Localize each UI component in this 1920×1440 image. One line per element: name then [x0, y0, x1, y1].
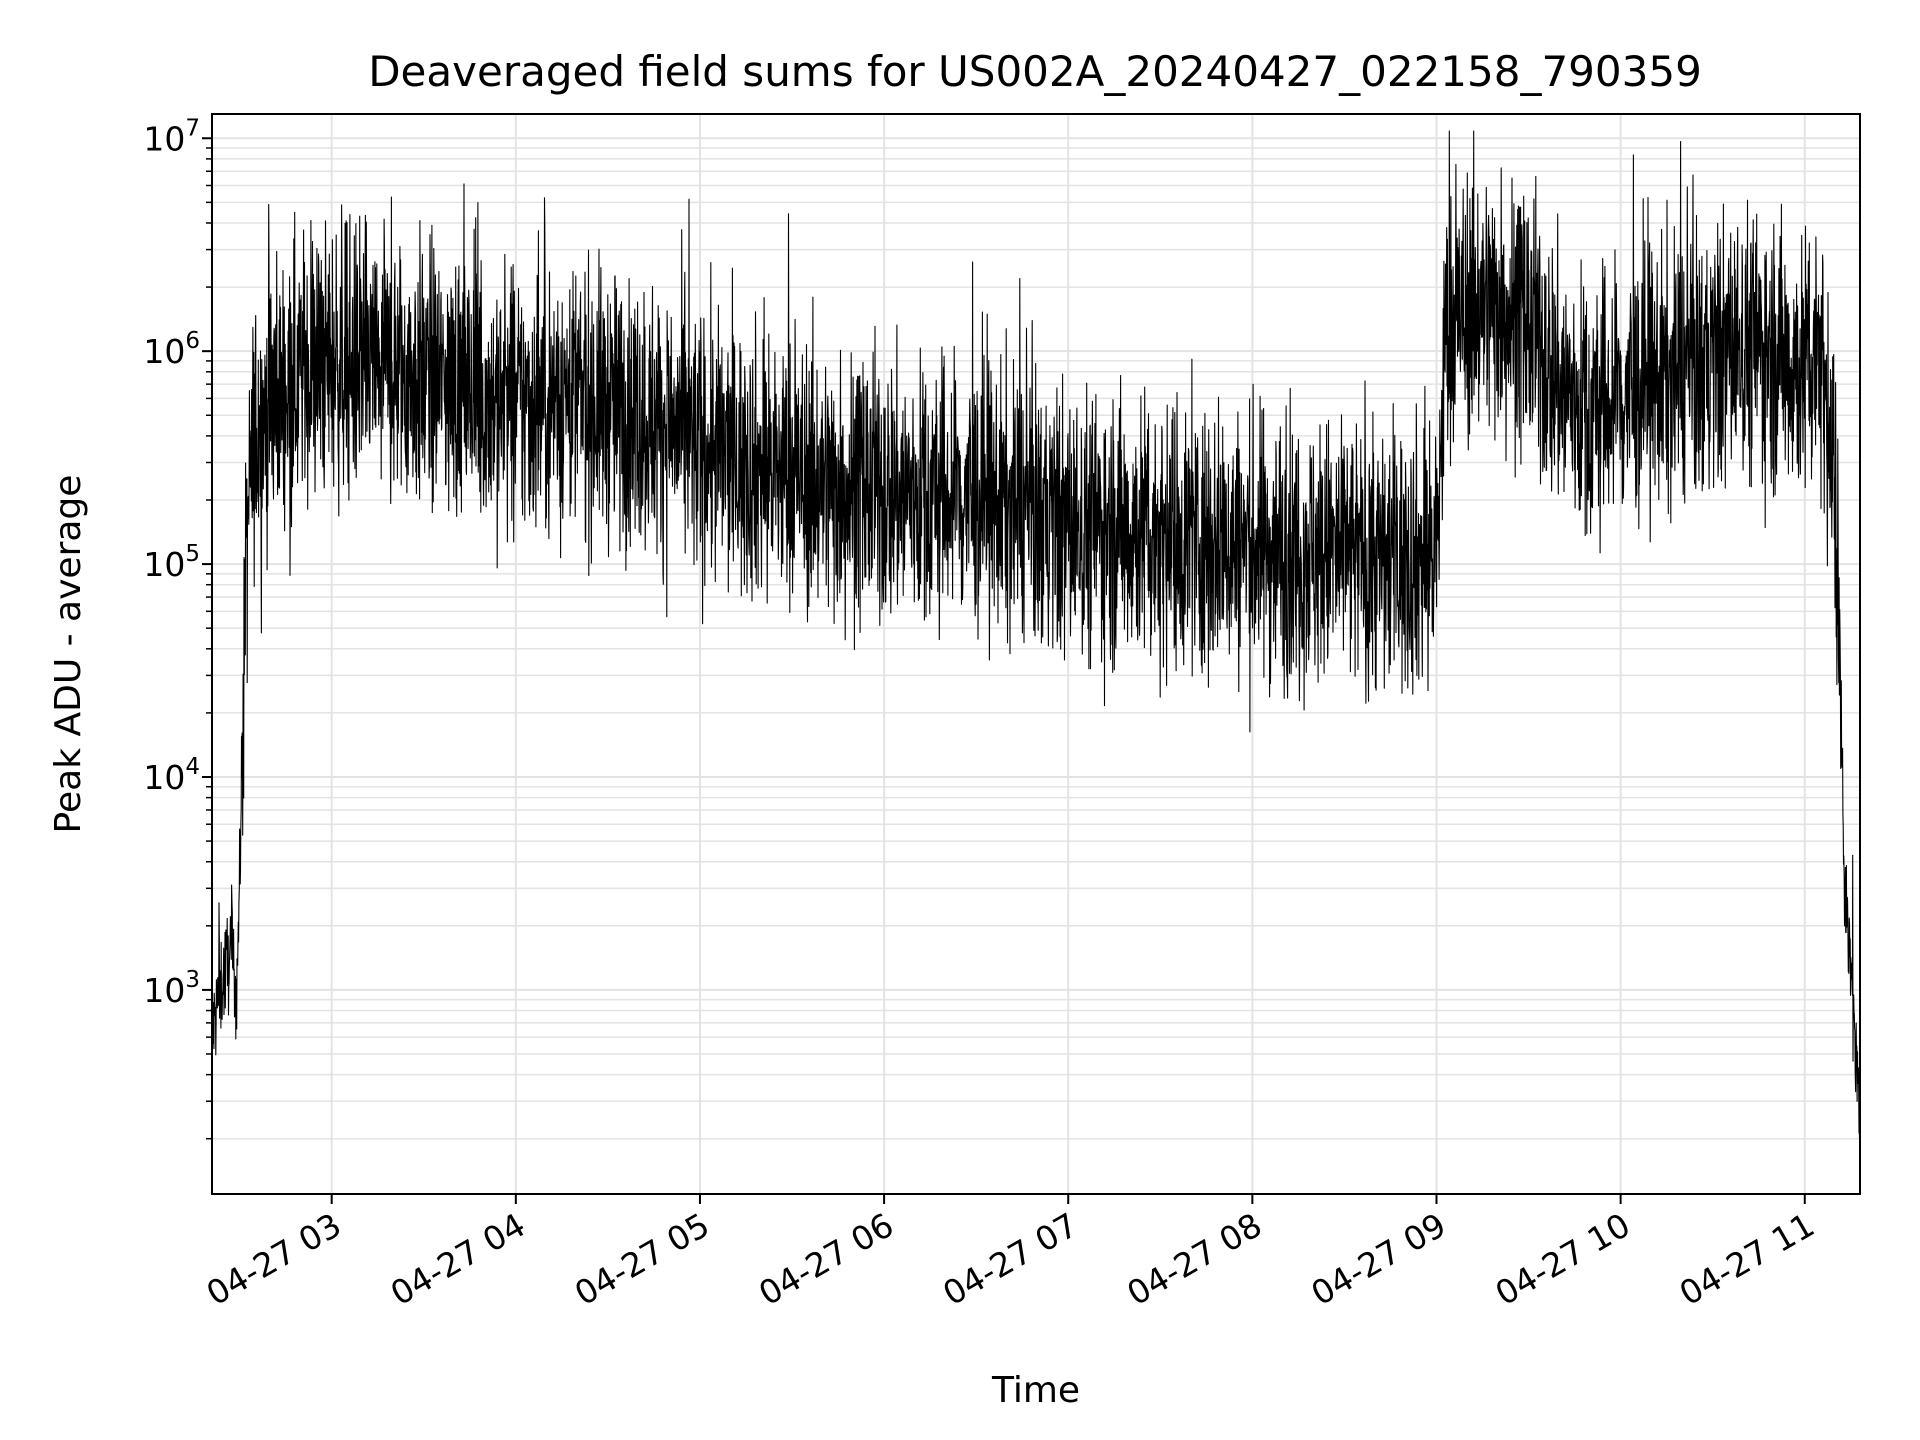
- y-tick-exponent: 5: [185, 541, 200, 567]
- y-tick-label: 105: [143, 541, 200, 584]
- y-tick-exponent: 3: [185, 967, 200, 993]
- y-tick-base: 10: [143, 545, 185, 584]
- y-tick-label: 103: [143, 967, 200, 1010]
- y-tick-exponent: 4: [185, 754, 200, 780]
- y-tick-label: 104: [143, 754, 200, 797]
- y-tick-exponent: 7: [185, 115, 200, 141]
- plot-frame: [211, 113, 1861, 1195]
- chart-title: Deaveraged field sums for US002A_2024042…: [368, 47, 1702, 96]
- y-tick-base: 10: [143, 758, 185, 797]
- series-layer: [211, 130, 1861, 1167]
- y-tick-base: 10: [143, 119, 185, 158]
- y-tick-label: 106: [143, 328, 200, 371]
- y-tick-base: 10: [143, 332, 185, 371]
- y-axis-label: Peak ADU - average: [48, 475, 89, 834]
- x-axis-label: Time: [991, 1370, 1080, 1411]
- y-tick-base: 10: [143, 971, 185, 1010]
- y-tick-exponent: 6: [185, 328, 200, 354]
- series-line: [211, 130, 1861, 1167]
- y-tick-label: 107: [143, 115, 200, 158]
